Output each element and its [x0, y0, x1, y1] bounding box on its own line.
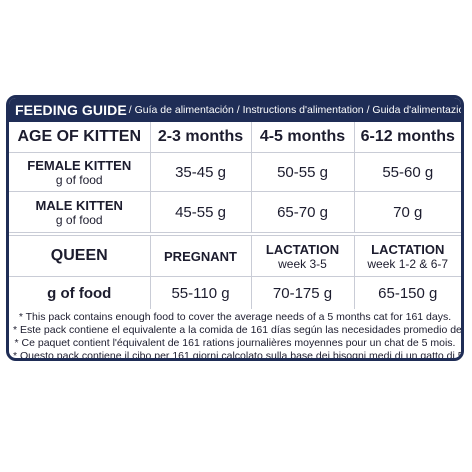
- female-kitten-row: FEMALE KITTEN g of food 35-45 g 50-55 g …: [9, 152, 461, 192]
- male-value-4-5: 65-70 g: [251, 191, 355, 236]
- queen-pregnant: PREGNANT: [150, 234, 252, 277]
- feeding-guide-title: FEEDING GUIDE: [15, 102, 127, 118]
- queen-food-label: g of food: [9, 276, 151, 309]
- age-column-2-3: 2-3 months: [150, 122, 252, 153]
- male-kitten-row: MALE KITTEN g of food 45-55 g 65-70 g 70…: [9, 191, 461, 236]
- male-kitten-label-cell: MALE KITTEN g of food: [9, 191, 151, 236]
- age-header-label: AGE OF KITTEN: [9, 122, 151, 153]
- footnote-italian: * Questo pack contiene il cibo per 161 g…: [13, 350, 464, 361]
- queen-lactation-other: LACTATION: [371, 241, 445, 257]
- queen-header-row: QUEEN PREGNANT LACTATION week 3-5 LACTAT…: [9, 234, 461, 277]
- queen-food-row: g of food 55-110 g 70-175 g 65-150 g: [9, 276, 461, 309]
- queen-label: QUEEN: [9, 234, 151, 277]
- feeding-guide-card: FEEDING GUIDE / Guía de alimentación / I…: [6, 95, 464, 361]
- male-kitten-sublabel: g of food: [55, 212, 103, 227]
- female-value-6-12: 55-60 g: [354, 152, 461, 192]
- female-kitten-sublabel: g of food: [55, 172, 103, 187]
- female-kitten-label: FEMALE KITTEN: [27, 157, 132, 173]
- footnotes: * This pack contains enough food to cove…: [9, 309, 464, 361]
- footnote-spanish: * Este pack contiene el equivalente a la…: [13, 324, 462, 336]
- queen-food-pregnant: 55-110 g: [150, 276, 252, 309]
- male-kitten-label: MALE KITTEN: [35, 197, 123, 213]
- queen-lactation-other-weeks: week 1-2 & 6-7: [367, 256, 449, 271]
- male-value-2-3: 45-55 g: [150, 191, 252, 236]
- feeding-guide-header: FEEDING GUIDE / Guía de alimentación / I…: [9, 98, 461, 122]
- footnote-french: * Ce paquet contient l'équivalent de 161…: [14, 337, 456, 349]
- queen-food-lactation-other: 65-150 g: [378, 284, 438, 302]
- female-kitten-label-cell: FEMALE KITTEN g of food: [9, 152, 151, 192]
- age-header-row: AGE OF KITTEN 2-3 months 4-5 months 6-12…: [9, 122, 461, 153]
- queen-lactation-3-5-cell: LACTATION week 3-5: [251, 234, 355, 277]
- queen-food-lactation-3-5: 70-175 g: [251, 276, 355, 309]
- female-value-2-3: 35-45 g: [150, 152, 252, 192]
- feeding-guide-subtitle: / Guía de alimentación / Instructions d'…: [128, 104, 461, 116]
- queen-lactation-3-5-weeks: week 3-5: [278, 256, 327, 271]
- female-value-4-5: 50-55 g: [251, 152, 355, 192]
- age-column-4-5: 4-5 months: [251, 122, 355, 153]
- queen-lactation-3-5: LACTATION: [265, 241, 340, 257]
- feeding-table: AGE OF KITTEN 2-3 months 4-5 months 6-12…: [9, 122, 461, 309]
- age-column-6-12: 6-12 months: [354, 122, 461, 153]
- footnote-english: * This pack contains enough food to cove…: [18, 311, 452, 323]
- male-value-6-12: 70 g: [354, 191, 461, 236]
- queen-lactation-other-cell: LACTATION week 1-2 & 6-7: [354, 234, 461, 277]
